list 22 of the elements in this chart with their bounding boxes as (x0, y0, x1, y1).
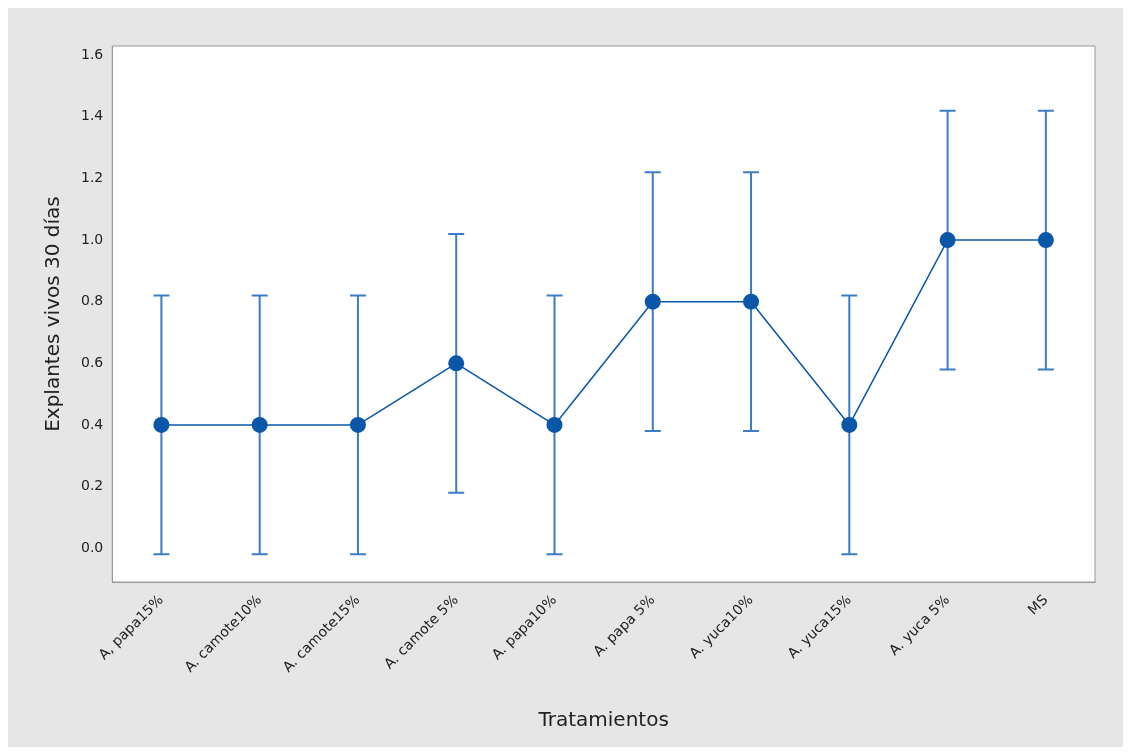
y-tick-label: 0.2 (81, 477, 104, 494)
point (939, 232, 956, 249)
y-tick-label: 1.0 (81, 230, 104, 247)
y-tick-label: 0.0 (81, 538, 104, 555)
point (349, 416, 366, 433)
point (743, 293, 760, 310)
x-axis-title: Tratamientos (537, 707, 669, 732)
y-tick-label: 1.4 (81, 107, 104, 124)
point (841, 416, 858, 433)
point (644, 293, 661, 310)
point (448, 355, 465, 372)
y-tick-label: 0.6 (81, 353, 104, 370)
point (251, 416, 268, 433)
y-tick-label: 1.2 (81, 169, 104, 186)
x-tick-label: MS (1024, 591, 1051, 618)
point (546, 416, 563, 433)
y-tick-label: 1.6 (81, 45, 104, 62)
point (153, 416, 170, 433)
y-tick-label: 0.8 (81, 292, 104, 309)
y-axis-title: Explantes vivos 30 días (40, 196, 65, 432)
y-tick-label: 0.4 (81, 415, 104, 432)
point (1037, 232, 1054, 249)
